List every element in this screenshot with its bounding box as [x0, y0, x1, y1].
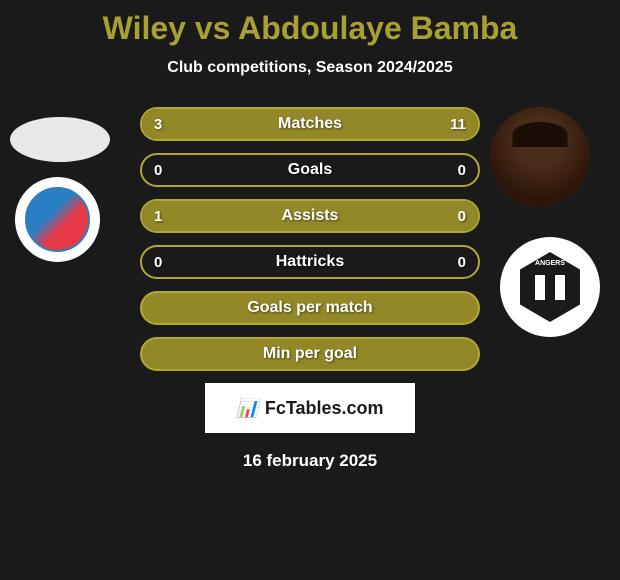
- stat-fill-left: [142, 109, 213, 139]
- stat-bar-matches: 3 Matches 11: [140, 107, 480, 141]
- strasbourg-logo-icon: [25, 187, 90, 252]
- page-title: Wiley vs Abdoulaye Bamba: [0, 0, 620, 47]
- stat-value-left: 1: [154, 208, 162, 225]
- shield-stripes-icon: [535, 275, 565, 300]
- stat-label: Hattricks: [276, 253, 344, 271]
- branding-box[interactable]: 📊 FcTables.com: [205, 383, 415, 433]
- club-badge-right: ANGERS: [500, 237, 600, 337]
- stat-label: Goals per match: [247, 299, 372, 317]
- page-subtitle: Club competitions, Season 2024/2025: [0, 59, 620, 77]
- stat-bar-min-per-goal: Min per goal: [140, 337, 480, 371]
- stat-value-right: 0: [458, 254, 466, 271]
- stats-container: 3 Matches 11 0 Goals 0 1 Assists 0 0 Hattricks 0 Goa…: [140, 107, 480, 371]
- player-right-avatar: [490, 107, 590, 207]
- date-label: 16 february 2025: [0, 451, 620, 471]
- main-content: ANGERS 3 Matches 11 0 Goals 0 1 Assists 0 0 Hattri…: [0, 107, 620, 371]
- stat-label: Matches: [278, 115, 342, 133]
- branding-text: FcTables.com: [265, 398, 384, 419]
- stat-bar-assists: 1 Assists 0: [140, 199, 480, 233]
- stat-value-right: 0: [458, 162, 466, 179]
- stat-bar-hattricks: 0 Hattricks 0: [140, 245, 480, 279]
- stat-value-left: 0: [154, 162, 162, 179]
- stat-label: Assists: [282, 207, 339, 225]
- player-left-avatar: [10, 117, 110, 162]
- stat-value-left: 3: [154, 116, 162, 133]
- stat-fill-right: [213, 109, 478, 139]
- stat-label: Goals: [288, 161, 332, 179]
- chart-icon: 📊: [236, 398, 258, 419]
- stat-label: Min per goal: [263, 345, 357, 363]
- player-face-icon: [490, 107, 590, 207]
- angers-logo-icon: ANGERS: [520, 252, 580, 322]
- stat-bar-goals: 0 Goals 0: [140, 153, 480, 187]
- stat-value-left: 0: [154, 254, 162, 271]
- club-right-name: ANGERS: [535, 260, 565, 267]
- stat-value-right: 0: [458, 208, 466, 225]
- stat-value-right: 11: [450, 116, 466, 133]
- stat-bar-goals-per-match: Goals per match: [140, 291, 480, 325]
- club-badge-left: [15, 177, 100, 262]
